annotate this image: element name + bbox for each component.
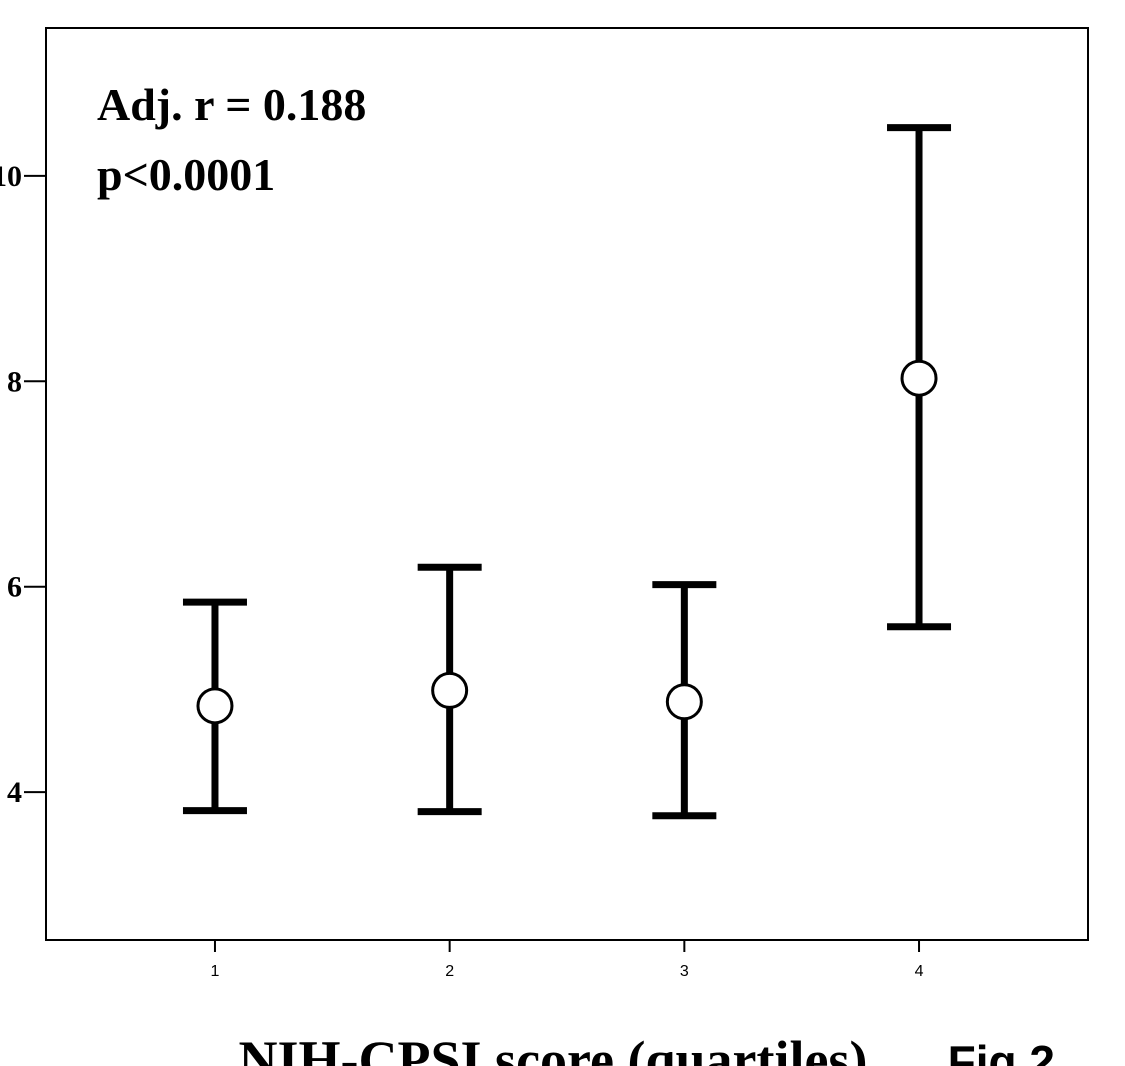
annotation: p<0.0001: [97, 149, 275, 200]
mean-marker: [900, 359, 938, 397]
y-tick-label: 10: [0, 160, 22, 193]
y-tick-label: 4: [7, 776, 22, 809]
x-tick-label: 1: [211, 963, 220, 980]
y-tick-label: 8: [7, 365, 22, 398]
mean-marker: [431, 671, 469, 709]
plot-frame: [45, 27, 1089, 941]
x-tick-label: 4: [915, 963, 924, 980]
mean-marker: [665, 683, 703, 721]
mean-marker: [196, 687, 234, 725]
x-tick-label: 2: [445, 963, 454, 980]
caption: Fig 2: [948, 1036, 1055, 1066]
x-axis-label: NIH-CPSI score (quartiles): [239, 1030, 868, 1066]
annotation: Adj. r = 0.188: [97, 79, 366, 130]
x-tick-label: 3: [680, 963, 689, 980]
y-tick-label: 6: [7, 571, 22, 604]
